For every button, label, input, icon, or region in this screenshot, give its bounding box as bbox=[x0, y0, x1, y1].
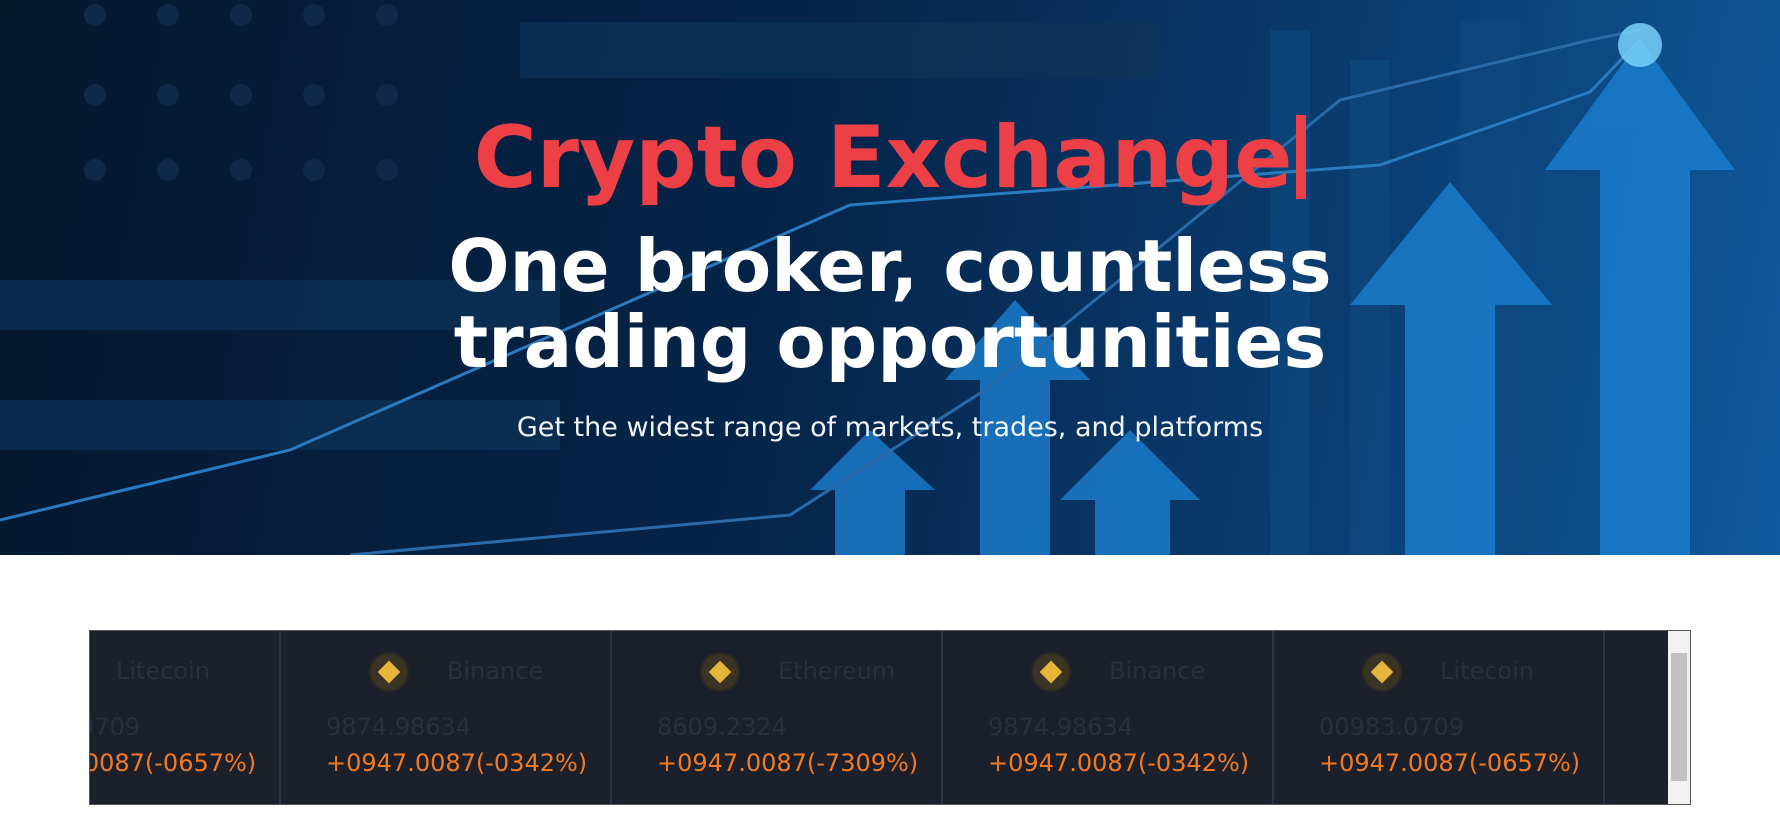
coin-change: +0947.0087(-0342%) bbox=[326, 749, 588, 777]
coin-change: +0947.0087(-7309%) bbox=[657, 749, 919, 777]
coin-price: 9874.98634 bbox=[326, 713, 472, 741]
scrollbar[interactable] bbox=[1668, 631, 1690, 804]
coin-name: Binance bbox=[447, 657, 544, 685]
hero: Crypto Exchange One broker, countless tr… bbox=[0, 0, 1780, 555]
coin-price: 8609.2324 bbox=[657, 713, 787, 741]
headline-line: trading opportunities bbox=[453, 300, 1327, 384]
coin-change: +0947.0087(-0342%) bbox=[988, 749, 1250, 777]
title-text: Crypto Exchange bbox=[473, 108, 1293, 208]
ticker-card: Binance 9874.98634 +0947.0087(-0342%) bbox=[943, 631, 1274, 804]
coin-name: Litecoin bbox=[1440, 657, 1534, 685]
coin-icon bbox=[1031, 652, 1071, 692]
coin-icon bbox=[700, 652, 740, 692]
ticker: Litecoin 00983.0709 +0947.0087(-0657%) Bina… bbox=[89, 630, 1691, 805]
coin-change: +0947.0087(-0657%) bbox=[1319, 749, 1581, 777]
ticker-card: Litecoin 00983.0709 +0947.0087(-0657%) bbox=[90, 631, 281, 804]
coin-price: 9874.98634 bbox=[988, 713, 1134, 741]
ticker-card: Binance 9874.98634 +0947.0087(-0342%) bbox=[281, 631, 612, 804]
coin-icon bbox=[369, 652, 409, 692]
coin-icon bbox=[1362, 652, 1402, 692]
coin-name: Litecoin bbox=[116, 657, 210, 685]
tagline: Get the widest range of markets, trades,… bbox=[516, 412, 1264, 443]
coin-price: 00983.0709 bbox=[1319, 713, 1465, 741]
hero-title: Crypto Exchange bbox=[0, 108, 1780, 208]
coin-change: +0947.0087(-0657%) bbox=[90, 749, 257, 777]
headline-line: One broker, countless bbox=[448, 224, 1332, 308]
ticker-card: Litecoin 00983.0709 +0947.0087(-0657%) bbox=[1274, 631, 1605, 804]
coin-price: 00983.0709 bbox=[90, 713, 141, 741]
coin-name: Ethereum bbox=[778, 657, 896, 685]
ticker-card: Ethereum 8609.2324 +0947.0087(-7309%) bbox=[612, 631, 943, 804]
typing-cursor bbox=[1296, 115, 1307, 199]
scrollbar-thumb[interactable] bbox=[1671, 653, 1687, 781]
coin-name: Binance bbox=[1109, 657, 1206, 685]
